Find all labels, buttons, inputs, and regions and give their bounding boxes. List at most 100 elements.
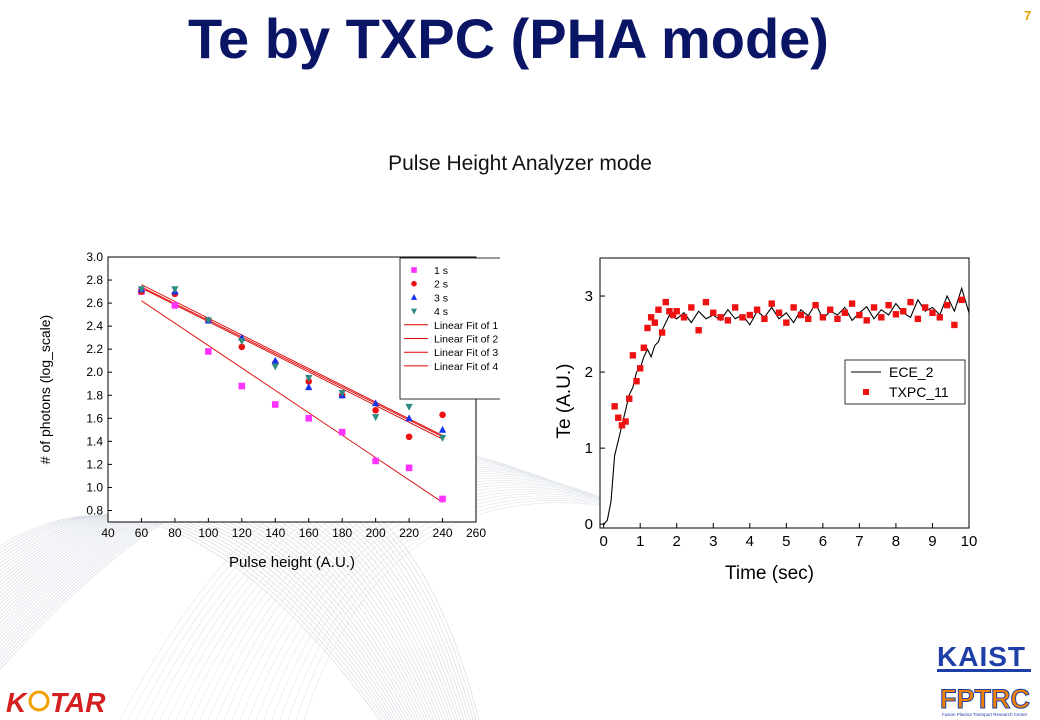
x-tick-label: 3 — [709, 533, 717, 550]
fptrc-logo: FPTRC Fusion Plasma Transport Research C… — [940, 684, 1031, 718]
legend-marker — [411, 267, 417, 273]
x-tick-label: 60 — [135, 526, 149, 540]
bg-wave-line — [0, 514, 387, 720]
data-point — [439, 495, 446, 503]
data-point — [338, 428, 346, 436]
x-tick-label: 200 — [366, 526, 386, 540]
y-tick-label: 2 — [585, 364, 593, 381]
data-point — [658, 329, 666, 336]
data-point — [907, 298, 914, 306]
x-tick-label: 260 — [466, 526, 486, 540]
data-point — [739, 314, 746, 321]
kaist-logo: KAIST — [937, 641, 1031, 672]
bg-wave-line — [263, 491, 629, 720]
data-point — [885, 301, 892, 309]
data-point — [662, 298, 669, 306]
data-point — [405, 403, 413, 411]
data-point — [439, 411, 446, 419]
y-tick-label: 1 — [585, 440, 593, 457]
x-tick-label: 7 — [855, 533, 863, 550]
data-point — [405, 464, 413, 472]
page-number: 7 — [1024, 8, 1032, 23]
data-point — [790, 304, 797, 311]
fit-line — [141, 287, 443, 440]
bg-wave-line — [279, 495, 641, 720]
x-tick-label: 2 — [673, 533, 681, 550]
y-axis-label: # of photons (log_scale) — [37, 315, 53, 464]
data-point — [238, 343, 246, 351]
x-tick-label: 5 — [782, 533, 790, 550]
x-tick-label: 80 — [168, 526, 182, 540]
x-tick-label: 100 — [198, 526, 218, 540]
data-point — [372, 457, 379, 465]
kstar-logo-star — [28, 690, 50, 712]
data-point — [731, 304, 739, 311]
data-point — [848, 300, 856, 307]
y-tick-label: 2.6 — [86, 296, 103, 310]
data-point — [636, 365, 644, 372]
data-point — [666, 308, 673, 315]
data-point — [914, 315, 922, 323]
y-tick-label: 1.4 — [86, 434, 103, 448]
data-point — [626, 395, 633, 402]
data-point — [768, 300, 775, 307]
y-tick-label: 3 — [585, 288, 593, 305]
legend-entry: TXPC_11 — [889, 384, 949, 400]
legend-entry: Linear Fit of 2 — [434, 334, 498, 346]
data-point — [171, 302, 179, 309]
y-tick-label: 1.2 — [86, 457, 103, 471]
fptrc-tagline: Fusion Plasma Transport Research Center — [942, 712, 1028, 717]
data-point — [655, 306, 662, 313]
x-tick-label: 8 — [892, 533, 900, 550]
data-point — [611, 403, 618, 410]
data-point — [797, 311, 805, 319]
data-point — [405, 414, 413, 422]
data-point — [651, 319, 659, 326]
data-point — [615, 414, 622, 421]
fit-line — [141, 286, 443, 438]
data-point — [372, 406, 379, 414]
data-point — [629, 352, 637, 359]
data-point — [372, 414, 380, 422]
y-tick-label: 2.0 — [86, 365, 103, 379]
y-tick-label: 0.8 — [86, 503, 103, 517]
x-tick-label: 0 — [599, 533, 607, 550]
data-point — [929, 309, 936, 316]
data-point — [238, 338, 246, 346]
legend-entry: ECE_2 — [889, 364, 934, 380]
data-point — [936, 314, 943, 321]
data-point — [900, 308, 907, 315]
y-tick-label: 2.2 — [86, 342, 103, 356]
data-point — [856, 311, 863, 319]
kaist-logo-text: KAIST — [937, 641, 1026, 672]
y-tick-label: 2.4 — [86, 319, 103, 333]
data-point — [688, 304, 695, 311]
data-point — [819, 314, 827, 321]
data-point — [951, 321, 958, 329]
data-point — [633, 378, 640, 385]
data-point — [710, 309, 717, 316]
data-point — [834, 315, 841, 323]
data-point — [438, 425, 447, 433]
fit-line — [141, 284, 443, 436]
data-point — [338, 389, 346, 397]
data-point — [775, 309, 783, 316]
data-point — [826, 306, 834, 313]
data-point — [644, 324, 651, 332]
pulse-height-chart: 40 60 80 100 120 140 160 180 200 220 240 260 0.8 1.0 1… — [37, 250, 500, 571]
y-tick-label: 0 — [585, 516, 593, 533]
x-axis-label: Pulse height (A.U.) — [229, 554, 355, 571]
data-point — [204, 317, 212, 325]
legend-entry: 3 s — [434, 292, 448, 304]
x-tick-label: 240 — [433, 526, 453, 540]
data-point — [647, 314, 655, 321]
bg-wave-line — [0, 513, 390, 720]
data-point — [669, 311, 677, 319]
bg-wave-line — [0, 515, 381, 720]
x-tick-label: 40 — [101, 526, 115, 540]
legend-entry: 1 s — [434, 265, 448, 277]
legend-box — [844, 359, 966, 405]
data-point — [921, 304, 929, 311]
y-tick-label: 3.0 — [86, 250, 103, 264]
data-point — [271, 401, 279, 408]
